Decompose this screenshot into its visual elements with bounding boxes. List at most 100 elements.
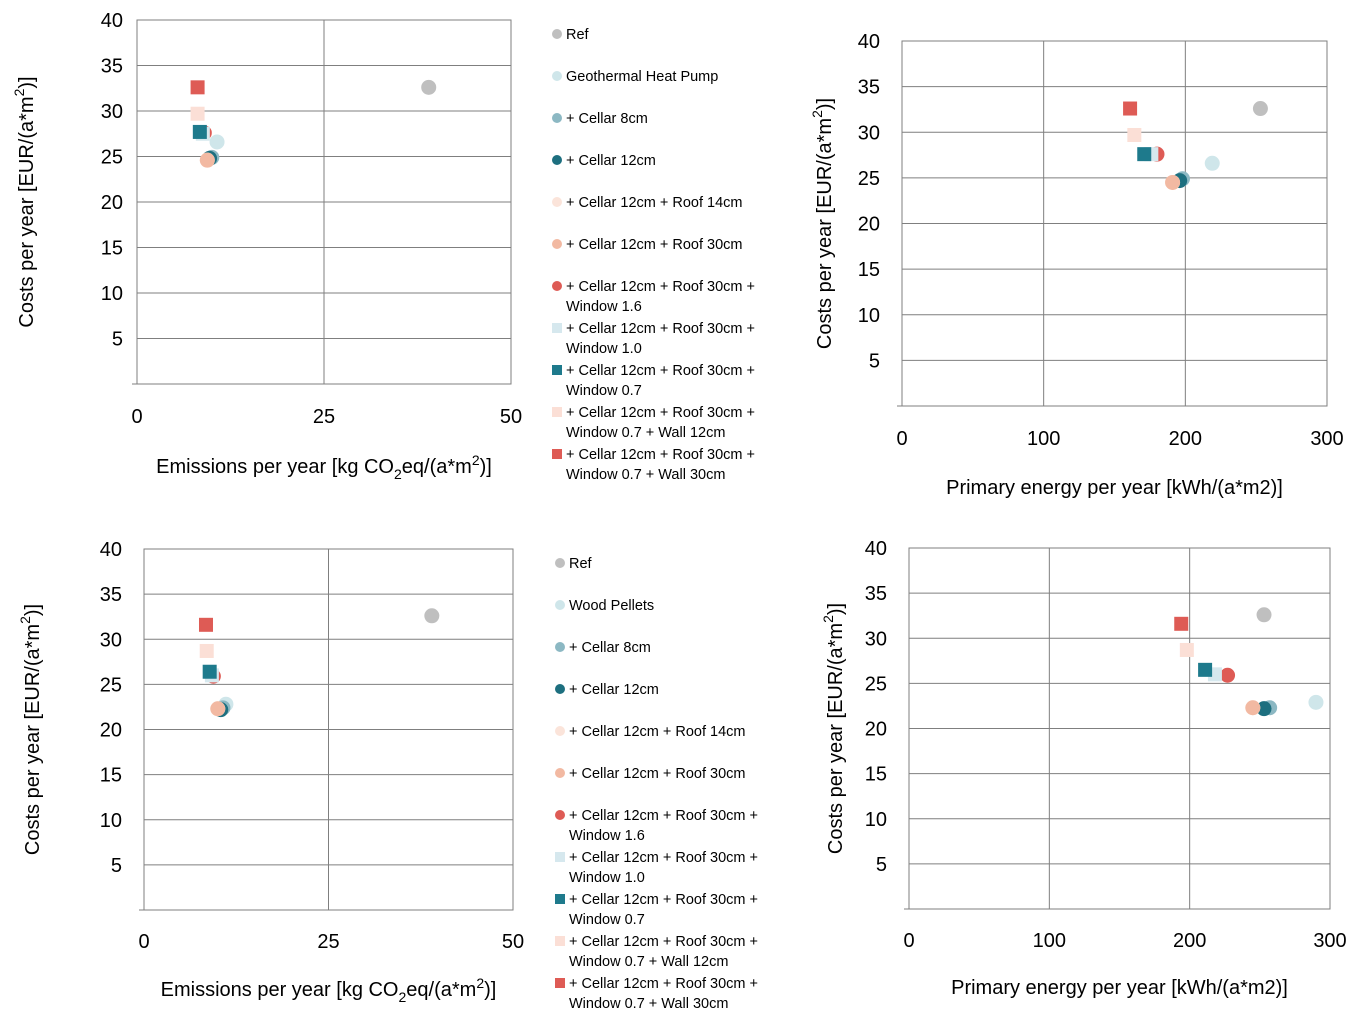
legend-marker [555,936,565,946]
plot-area [143,548,514,911]
legend-marker [555,642,565,652]
y-tick-label: 20 [865,719,887,741]
x-tick-label: 0 [896,428,907,450]
legend-label: + Cellar 12cm + Roof 30cm [566,237,743,253]
data-point [1256,607,1272,623]
x-tick-label: 50 [502,931,524,953]
legend-entry: Ref [552,27,590,43]
data-point [1220,667,1236,683]
x-axis-label: Emissions per year [kg CO2eq/(a*m2)] [161,975,497,1005]
legend-marker [552,281,562,291]
data-point [199,152,215,168]
y-tick-label: 40 [101,10,123,32]
legend-entry: + Cellar 8cm [552,111,648,127]
scatter-chart-1: 5 10 15 20 25 30 35 40 0 25 50 Emissions per year [… [11,10,522,482]
scatter-chart-4: 5 10 15 20 25 30 35 40 0 100 200 300 Primary energy … [820,538,1347,999]
legend-label: Window 0.7 + Wall 30cm [569,996,728,1010]
y-axis-label: Costs per year [EUR/(a*m2)] [11,76,39,327]
legend-marker [552,407,562,417]
legend-marker [555,978,565,988]
legend-label: Window 1.0 [566,341,642,357]
y-tick-label: 5 [111,855,122,877]
y-tick-label: 35 [100,584,122,606]
x-tick-label: 100 [1027,428,1060,450]
legend-label: + Cellar 12cm + Roof 14cm [566,195,743,211]
legend-label: Geothermal Heat Pump [566,69,718,85]
legend-entry: + Cellar 12cm + Roof 30cm + Window 1.0 [555,850,758,886]
legend-label: Window 0.7 [569,912,645,928]
data-point [198,617,213,632]
legend-label: + Cellar 12cm + Roof 30cm + [566,447,755,463]
legend-entry: + Cellar 12cm [555,682,659,698]
plot-area [901,40,1328,407]
legend-marker [555,600,565,610]
y-tick-label: 40 [100,539,122,561]
legend-entry: Wood Pellets [555,598,654,614]
legend-label: + Cellar 12cm [569,682,659,698]
legend-label: + Cellar 8cm [566,111,648,127]
data-point [1308,694,1324,710]
plot-area [136,19,512,385]
y-tick-label: 25 [100,674,122,696]
x-tick-label: 0 [138,931,149,953]
legend-entry: + Cellar 12cm + Roof 30cm + Window 0.7 + … [555,976,758,1010]
y-tick-label: 30 [865,628,887,650]
y-tick-label: 20 [100,720,122,742]
y-axis-label: Costs per year [EUR/(a*m2)] [17,604,45,855]
legend-label: + Cellar 12cm + Roof 30cm + [569,934,758,950]
y-tick-label: 15 [100,765,122,787]
legend-label: Wood Pellets [569,598,654,614]
x-tick-label: 0 [131,406,142,428]
x-tick-label: 200 [1173,930,1206,952]
legend-label: + Cellar 12cm + Roof 30cm + [566,405,755,421]
data-point [199,643,214,658]
x-axis-label: Primary energy per year [kWh/(a*m2)] [946,477,1283,499]
legend-marker [552,113,562,123]
y-tick-label: 15 [865,764,887,786]
y-tick-label: 10 [101,283,123,305]
y-tick-label: 5 [876,854,887,876]
y-tick-label: 25 [101,147,123,169]
y-tick-label: 35 [858,77,880,99]
legend-entry: + Cellar 8cm [555,640,651,656]
data-point [190,106,205,121]
legend-marker [552,449,562,459]
legend-label: + Cellar 12cm + Roof 30cm + [569,850,758,866]
y-tick-label: 20 [101,192,123,214]
data-point [202,664,217,679]
y-tick-label: 10 [865,809,887,831]
data-point [1165,174,1181,190]
y-tick-label: 25 [865,673,887,695]
legend-label: Window 0.7 + Wall 30cm [566,467,725,483]
x-tick-label: 300 [1313,930,1346,952]
legend-entry: + Cellar 12cm + Roof 30cm [555,766,746,782]
y-tick-label: 10 [858,305,880,327]
y-tick-label: 10 [100,810,122,832]
legend-label: + Cellar 12cm + Roof 30cm + [569,808,758,824]
legend-marker [552,71,562,81]
y-tick-label: 15 [101,238,123,260]
legend-label: Window 0.7 + Wall 12cm [569,954,728,970]
data-point [1252,101,1268,117]
y-tick-label: 35 [865,583,887,605]
legend-entry: + Cellar 12cm + Roof 30cm + Window 0.7 + … [552,405,755,441]
legend-label: + Cellar 12cm [566,153,656,169]
plot-area [908,547,1331,910]
legend-entry: + Cellar 12cm + Roof 14cm [555,724,746,740]
legend-entry: Ref [555,556,593,572]
data-point [190,80,205,95]
y-tick-label: 35 [101,56,123,78]
legend-entry: + Cellar 12cm + Roof 30cm [552,237,743,253]
legend-marker [555,558,565,568]
legend-label: Ref [566,27,590,43]
data-point [1245,700,1261,716]
data-point [192,124,207,139]
legend-marker [552,239,562,249]
x-tick-label: 25 [317,931,339,953]
legend-marker [555,768,565,778]
legend-entry: + Cellar 12cm + Roof 30cm + Window 1.0 [552,321,755,357]
legend-label: Window 0.7 + Wall 12cm [566,425,725,441]
data-point [209,134,225,150]
scatter-chart-2: 5 10 15 20 25 30 35 40 0 100 200 300 Primary energy … [809,31,1344,499]
